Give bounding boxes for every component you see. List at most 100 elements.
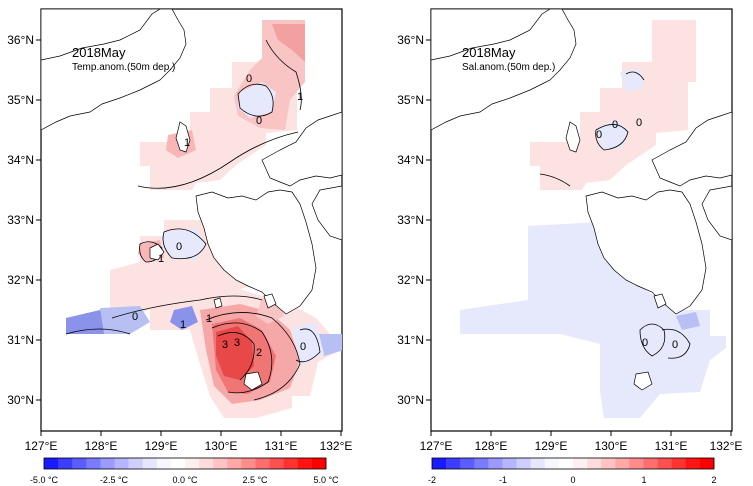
temp-land-shikoku (311, 185, 342, 241)
temp-contour-label: 3 (234, 337, 240, 349)
sal-anomaly-south-cool-mid (676, 312, 700, 330)
sal-contour-label: 0 (672, 339, 678, 351)
sal-axis (426, 39, 732, 436)
temp-contour-label: 0 (300, 341, 306, 353)
colorbar-swatch (58, 458, 73, 469)
temp-contour-label: 0 (246, 73, 252, 85)
colorbar-swatch (283, 458, 299, 469)
sal-map-subtitle: Sal.anom.(50m dep.) (462, 62, 555, 73)
x-tick-label: 130°E (205, 439, 238, 453)
colorbar-swatch (44, 458, 59, 469)
x-tick-label: 132°E (710, 439, 743, 453)
temp-land-goto (149, 243, 165, 261)
temp-land-honshu (261, 111, 342, 187)
colorbar-swatch (530, 458, 546, 469)
x-tick-label: 128°E (85, 439, 118, 453)
temp-colorbar (43, 457, 327, 470)
x-tick-label: 129°E (145, 439, 178, 453)
temp-anomaly-south-core (216, 326, 254, 380)
x-tick-label: 129°E (535, 439, 568, 453)
colorbar-swatch (544, 458, 560, 469)
temp-anomaly-cool-west2 (100, 306, 150, 334)
colorbar-frame (43, 457, 327, 470)
sal-y-tick-labels: 36°N 35°N 34°N 33°N 32°N 31°N 30°N (397, 33, 424, 407)
y-tick-label: 33°N (397, 213, 424, 227)
sal-land-tanegashima (633, 371, 653, 391)
temp-land-yakushima (263, 293, 277, 309)
x-tick-label: 131°E (265, 439, 298, 453)
temp-panel: 0 0 1 1 1 0 1 0 3 2 3 0 1 2018May Temp.a… (7, 8, 353, 485)
colorbar-swatch (185, 458, 200, 469)
colorbar-swatch (241, 458, 256, 469)
colorbar-swatch (156, 458, 172, 469)
colorbar-swatch (558, 458, 574, 469)
colorbar-swatch (170, 458, 186, 469)
colorbar-label: 2.5 °C (242, 475, 268, 485)
sal-contour-label: 0 (642, 337, 648, 349)
y-tick-label: 34°N (397, 153, 424, 167)
x-tick-label: 127°E (25, 439, 58, 453)
colorbar-swatch (86, 458, 101, 469)
sal-contour-label: 0 (596, 129, 602, 141)
temp-axis (36, 39, 342, 436)
colorbar-label: -5.0 °C (30, 475, 59, 485)
sal-land-yakushima (653, 293, 667, 309)
temp-contour-label: 3 (222, 339, 228, 351)
temp-colorbar-labels: -5.0 °C -2.5 °C 0.0 °C 2.5 °C 5.0 °C (30, 475, 339, 485)
y-tick-label: 32°N (397, 273, 424, 287)
colorbar-swatch (128, 458, 143, 469)
colorbar-swatch (227, 458, 242, 469)
x-tick-label: 131°E (655, 439, 688, 453)
colorbar-swatch (142, 458, 158, 469)
colorbar-swatch (213, 458, 228, 469)
temp-map-subtitle: Temp.anom.(50m dep.) (72, 62, 175, 73)
colorbar-swatch (474, 458, 489, 469)
sal-land-korea (431, 9, 577, 131)
y-tick-label: 30°N (7, 393, 34, 407)
temp-land-koshiki (213, 297, 223, 309)
colorbar-swatch (269, 458, 284, 469)
colorbar-swatch (671, 458, 687, 469)
colorbar-swatch (114, 458, 129, 469)
temp-land-tsushima (175, 121, 191, 153)
temp-anomaly-cool-center (170, 306, 198, 330)
temp-anomaly-cool-north (238, 82, 276, 118)
colorbar-swatch (643, 458, 658, 469)
temp-land-korea (41, 9, 187, 131)
y-tick-label: 35°N (397, 93, 424, 107)
temp-contour-label: 1 (206, 313, 212, 325)
colorbar-label: 0.0 °C (172, 475, 198, 485)
x-tick-label: 130°E (595, 439, 628, 453)
temp-contour-label: 2 (256, 347, 262, 359)
colorbar-label: 2 (711, 475, 716, 485)
colorbar-label: 1 (641, 475, 646, 485)
colorbar-swatch (255, 458, 270, 469)
colorbar-swatch (72, 458, 87, 469)
colorbar-swatch (446, 458, 461, 469)
sal-contours (539, 71, 691, 359)
colorbar-swatch (100, 458, 115, 469)
colorbar-frame (431, 457, 715, 470)
temp-contour-label: 1 (297, 91, 303, 103)
colorbar-swatch (573, 458, 588, 469)
colorbar-swatch (516, 458, 531, 469)
colorbar-label: -2 (428, 475, 436, 485)
temp-anomaly-cool-east2 (292, 322, 324, 366)
colorbar-swatch (601, 458, 616, 469)
temp-anomaly-cool-west (66, 310, 112, 334)
temp-y-tick-labels: 36°N 35°N 34°N 33°N 32°N 31°N 30°N (7, 33, 34, 407)
colorbar-swatch (699, 458, 715, 469)
temp-contour-labels: 0 0 1 1 1 0 1 0 3 2 3 0 1 (132, 73, 306, 359)
temp-contour-label: 0 (256, 115, 262, 127)
temp-contour-label: 0 (132, 311, 138, 323)
colorbar-swatch (432, 458, 447, 469)
y-tick-label: 32°N (7, 273, 34, 287)
temp-x-tick-labels: 127°E 128°E 129°E 130°E 131°E 132°E (25, 439, 353, 453)
sal-land-honshu (651, 111, 732, 187)
temp-land (41, 9, 342, 391)
colorbar-swatch (629, 458, 644, 469)
sal-anomaly-cool-north (596, 120, 628, 150)
y-tick-label: 36°N (397, 33, 424, 47)
sal-colorbar-labels: -2 -1 0 1 2 (428, 475, 717, 485)
